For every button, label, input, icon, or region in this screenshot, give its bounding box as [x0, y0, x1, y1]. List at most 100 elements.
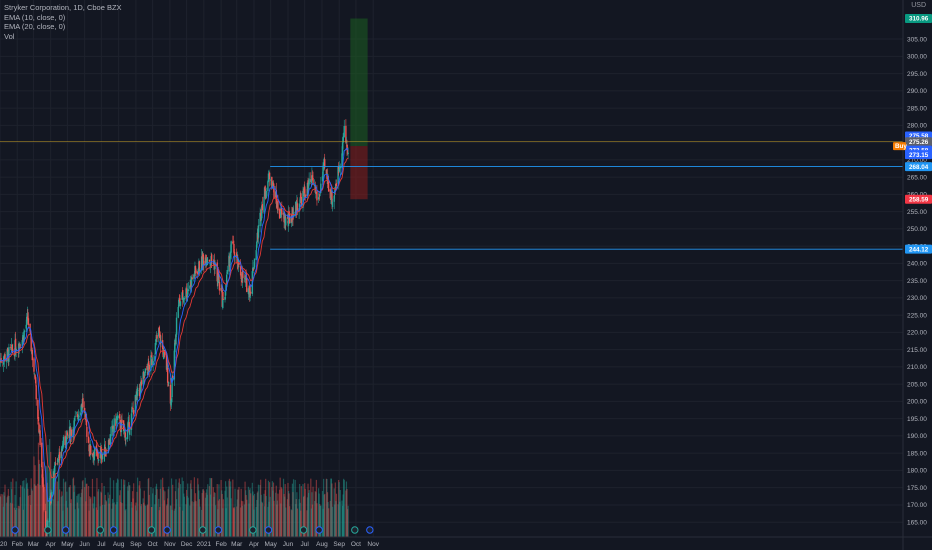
volume-bar: [150, 507, 153, 537]
candle: [303, 186, 306, 193]
candle: [82, 398, 84, 408]
volume-bar: [221, 493, 223, 537]
volume-bar: [80, 492, 82, 537]
price-tag-label: 275.58: [909, 133, 929, 140]
volume-bar: [276, 504, 278, 537]
dividend-event-icon[interactable]: [351, 526, 359, 534]
volume-bar: [14, 509, 17, 537]
volume-bar: [151, 507, 153, 537]
volume-bar: [185, 489, 188, 537]
earnings-event-icon[interactable]: [109, 526, 118, 534]
candle: [62, 436, 65, 447]
symbol-title[interactable]: Stryker Corporation, 1D, Cboe BZX: [4, 3, 122, 12]
candle: [131, 409, 133, 413]
event-markers[interactable]: [11, 526, 374, 534]
volume-bar: [111, 498, 114, 537]
volume-bar: [117, 479, 119, 537]
volume-legend[interactable]: Vol: [4, 31, 15, 41]
earnings-event-icon[interactable]: [366, 526, 374, 534]
volume-bar: [241, 505, 243, 537]
volume-bar: [167, 489, 169, 537]
volume-bar: [47, 444, 49, 537]
volume-bar: [292, 492, 294, 537]
time-axis[interactable]: 2020FebMarAprMayJunJulAugSepOctNovDec202…: [0, 541, 380, 548]
volume-bar: [116, 502, 118, 537]
candle: [257, 225, 260, 238]
dividend-event-icon[interactable]: [199, 526, 207, 534]
earnings-event-icon[interactable]: [62, 526, 70, 534]
volume-bar: [156, 489, 158, 537]
volume-bar: [220, 479, 222, 537]
candle: [193, 274, 195, 279]
candle: [240, 273, 242, 280]
candle: [115, 416, 118, 424]
volume-bar: [77, 494, 79, 537]
candle: [269, 179, 271, 181]
candle: [345, 125, 347, 143]
candle: [9, 347, 12, 348]
candle: [302, 190, 304, 208]
candle: [179, 298, 181, 304]
candle: [127, 423, 129, 429]
volume-bar: [4, 484, 6, 537]
price-tag-support: [905, 244, 932, 254]
ema10-legend[interactable]: EMA (10, close, 0): [4, 12, 66, 22]
earnings-event-icon[interactable]: [264, 526, 273, 534]
candle: [87, 436, 90, 443]
earnings-event-icon[interactable]: [214, 526, 223, 534]
volume-bar: [172, 484, 174, 537]
volume-bar: [52, 499, 55, 537]
price-tick-label: 180.00: [907, 468, 927, 475]
earnings-event-icon[interactable]: [11, 526, 19, 534]
loss-zone[interactable]: [350, 146, 368, 200]
volume-bar: [20, 485, 22, 537]
time-tick-label: 2021: [197, 541, 212, 548]
volume-bar: [140, 506, 142, 537]
candle: [101, 454, 104, 459]
candle: [18, 344, 21, 346]
volume-bar: [194, 493, 197, 537]
volume-bar: [296, 508, 299, 537]
profit-zone[interactable]: [350, 18, 368, 147]
volume-bar: [155, 483, 158, 537]
price-axis[interactable]: 165.00 170.00 175.00 180.00 185.00 190.00 195.…: [907, 36, 927, 526]
volume-bar: [283, 493, 285, 537]
price-tag-label: 244.12: [909, 246, 929, 253]
currency-label[interactable]: USD: [911, 2, 926, 9]
volume-bar: [70, 503, 72, 537]
volume-bar: [321, 490, 324, 537]
dividend-event-icon[interactable]: [249, 526, 257, 534]
volume-bar: [214, 505, 217, 537]
volume-bar: [187, 497, 189, 537]
volume-bar: [48, 438, 51, 537]
earnings-event-icon[interactable]: [163, 526, 171, 534]
dividend-event-icon[interactable]: [147, 526, 156, 534]
volume-bar: [259, 484, 261, 537]
volume-bar: [232, 479, 234, 537]
candle: [299, 197, 301, 204]
dividend-event-icon[interactable]: [44, 526, 52, 534]
volume-bar: [119, 490, 121, 537]
volume-bar: [65, 481, 67, 537]
volume-bar: [252, 495, 255, 537]
candle: [124, 432, 127, 441]
ema20-legend[interactable]: EMA (20, close, 0): [4, 22, 66, 31]
dividend-event-icon[interactable]: [96, 526, 104, 534]
volume-bar: [105, 500, 107, 537]
volume-bar: [323, 478, 325, 537]
candle: [167, 384, 169, 385]
ema10-line[interactable]: [0, 147, 349, 502]
earnings-event-icon[interactable]: [315, 526, 323, 534]
buy-badge[interactable]: [893, 142, 906, 151]
volume-bar: [69, 485, 71, 537]
volume-bar: [334, 482, 336, 537]
candle: [268, 172, 271, 180]
price-tag-ema: [905, 150, 932, 160]
volume-bar: [267, 480, 270, 537]
volume-bar: [240, 507, 242, 537]
volume-bar: [165, 505, 168, 537]
volume-bar: [284, 496, 286, 537]
dividend-event-icon[interactable]: [299, 526, 308, 534]
candle: [322, 162, 325, 167]
